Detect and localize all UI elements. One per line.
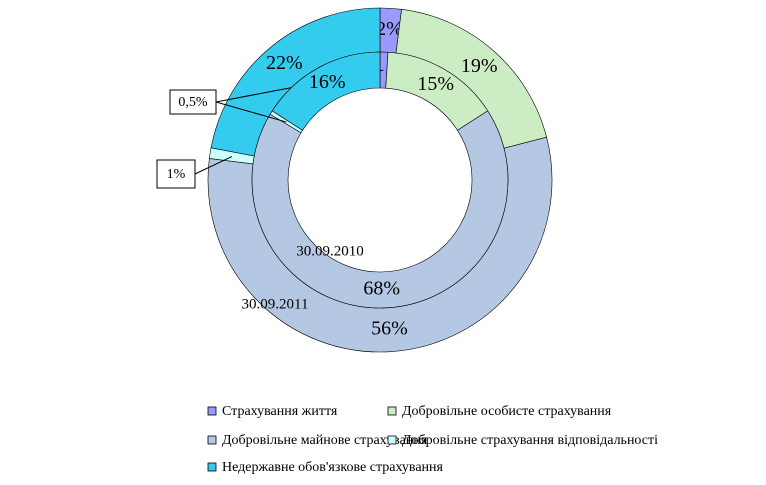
legend-swatch: [207, 435, 217, 445]
legend-label: Недержавне обов'язкове страхування: [222, 460, 444, 475]
data-label: 1%: [167, 167, 186, 182]
data-label: 16%: [309, 71, 346, 93]
label-box: [169, 89, 217, 115]
doughnut-segment: [251, 110, 509, 309]
legend-swatch: [387, 435, 397, 445]
legend-label: Добровільне майнове страхування: [222, 433, 428, 448]
legend-label: Добровільне страхування відповідальності: [402, 433, 658, 448]
doughnut-segment: [271, 51, 381, 131]
ring-label: 30.09.2011: [242, 296, 309, 312]
data-label: 0,5%: [178, 95, 208, 110]
legend-label: Страхування життя: [222, 404, 338, 419]
data-label: 56%: [371, 317, 408, 339]
data-label: 22%: [266, 52, 303, 74]
data-label: 19%: [461, 55, 498, 77]
legend-swatch: [207, 406, 217, 416]
legend-swatch: [207, 462, 217, 472]
leader-line: [215, 101, 287, 123]
legend-swatch: [387, 406, 397, 416]
data-label: 15%: [417, 73, 454, 95]
leader-line: [194, 156, 233, 175]
data-label: 2%: [376, 18, 403, 40]
data-label: 68%: [363, 278, 400, 300]
label-box: [156, 159, 196, 189]
ring-label: 30.09.2010: [296, 243, 364, 259]
legend-label: Добровільне особисте страхування: [402, 404, 612, 419]
